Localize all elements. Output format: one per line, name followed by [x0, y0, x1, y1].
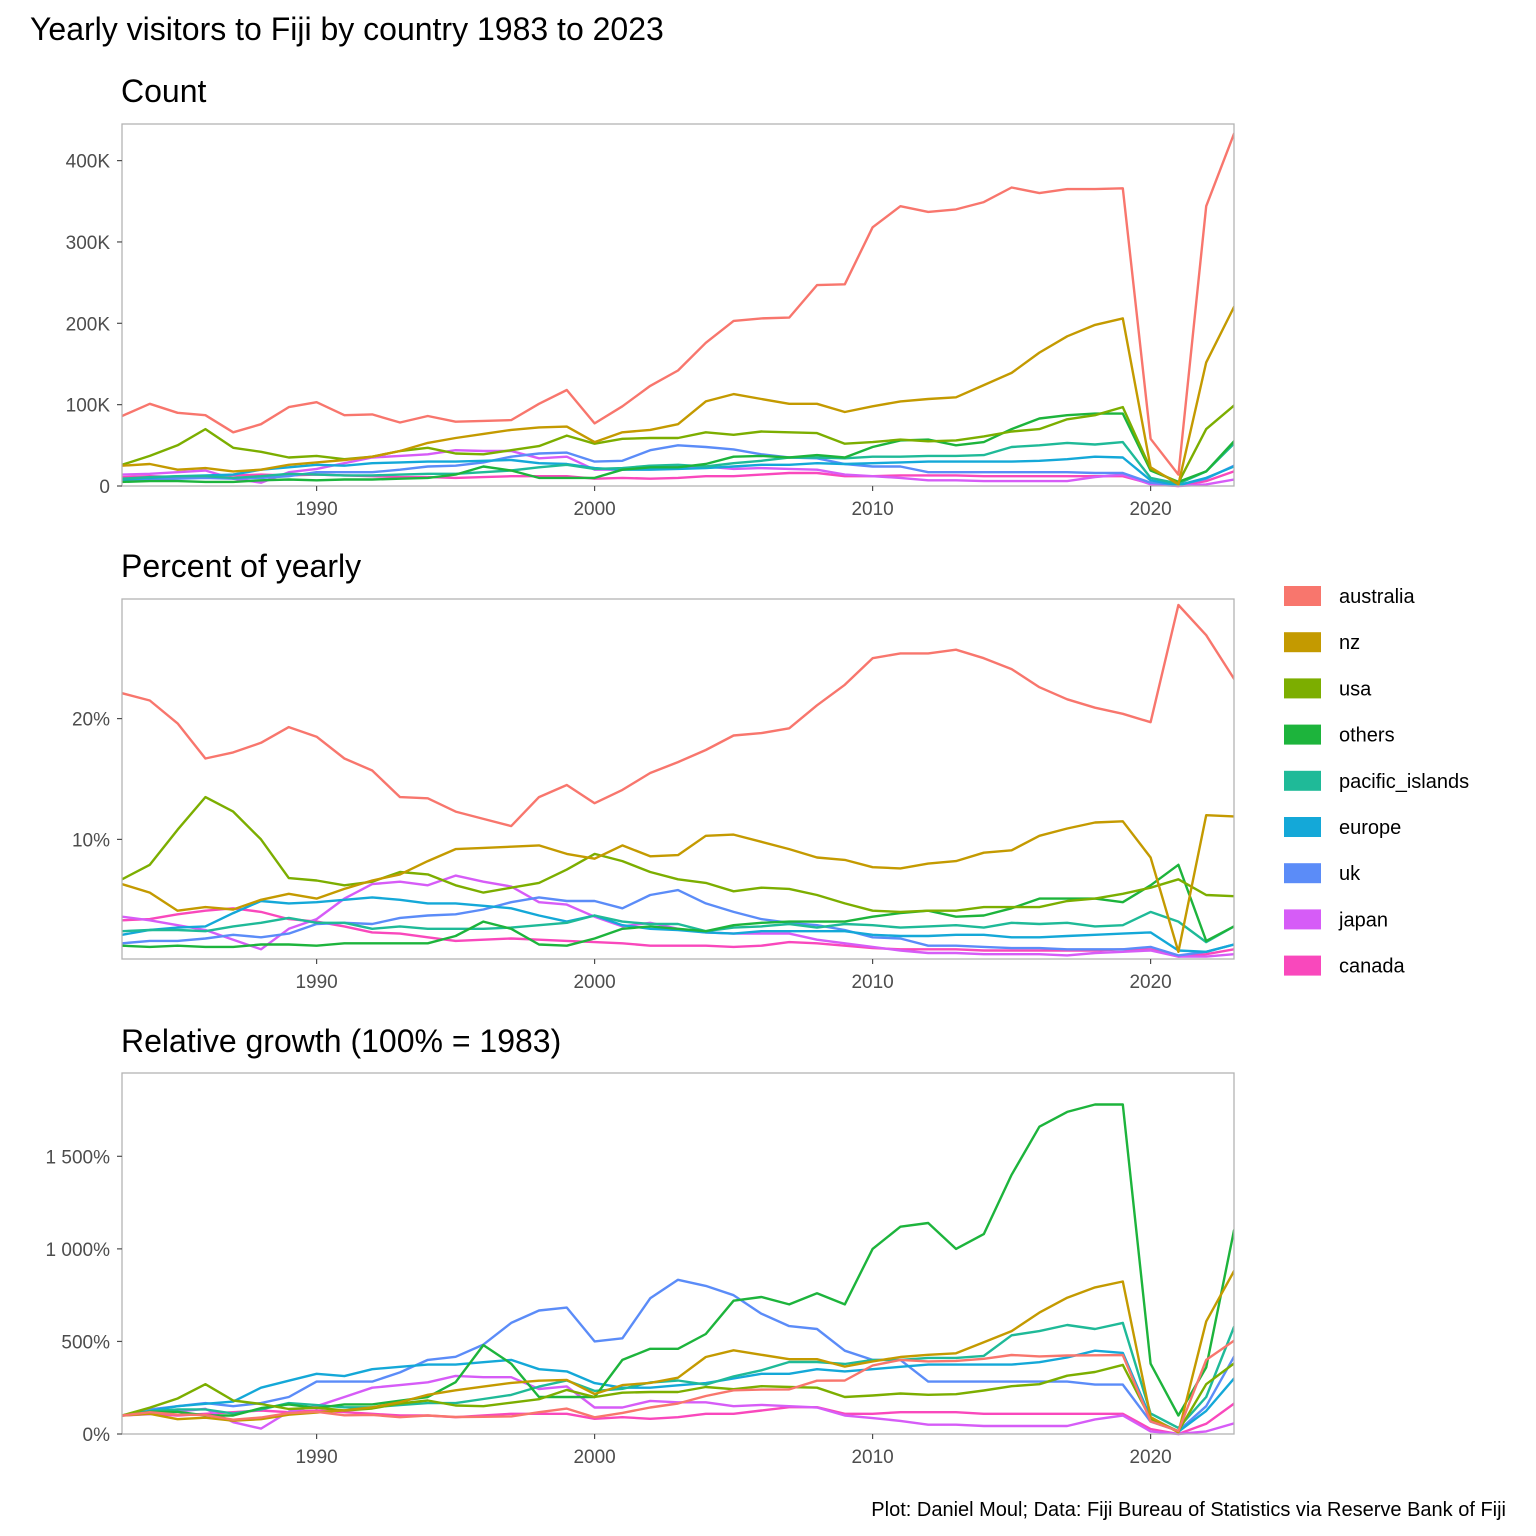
x-tick-label: 2010 [851, 972, 893, 993]
series-lines [122, 132, 1234, 488]
legend-label: pacific_islands [1339, 771, 1469, 793]
legend-swatch [1284, 955, 1321, 976]
x-tick-label: 2000 [573, 499, 615, 520]
y-tick-label: 1 500% [46, 1147, 111, 1168]
x-tick-label: 1990 [295, 972, 337, 993]
series-line-pacific-islands [122, 910, 1234, 944]
x-tick-label: 2010 [851, 1447, 893, 1468]
series-line-europe [122, 455, 1234, 487]
legend-item-canada: canada [1284, 955, 1405, 978]
panel-title-relative-growth: Relative growth (100% = 1983) [121, 1023, 561, 1059]
x-tick-label: 2020 [1129, 972, 1171, 993]
legend-item-nz: nz [1284, 632, 1360, 654]
series-line-australia [122, 132, 1234, 476]
y-tick-label: 300K [66, 233, 111, 254]
legend-swatch [1284, 770, 1321, 791]
panel-border [121, 1072, 1235, 1435]
panel-relative-growth: Relative growth (100% = 1983) 0% 500% 1 00… [46, 1023, 1235, 1468]
series-line-nz [122, 305, 1234, 486]
y-tick-label: 400K [66, 152, 111, 173]
panel-percent-of-yearly: Percent of yearly 10% 20% 1990 2000 2010 2020 [72, 548, 1235, 993]
panel-border [121, 123, 1235, 487]
legend-item-japan: japan [1284, 909, 1388, 931]
caption: Plot: Daniel Moul; Data: Fiji Bureau of … [871, 1499, 1506, 1521]
legend-label: canada [1339, 956, 1405, 978]
legend-swatch [1284, 909, 1321, 930]
x-tick-label: 2020 [1129, 499, 1171, 520]
legend-item-europe: europe [1284, 817, 1401, 839]
series-lines [122, 603, 1234, 958]
panel-count: Count 0 100K 200K 300K 400K 1990 2000 2010 2020 [66, 73, 1235, 520]
x-tick-label: 1990 [295, 499, 337, 520]
panel-title-percent: Percent of yearly [121, 548, 361, 584]
legend-swatch [1284, 817, 1321, 837]
series-line-australia [122, 603, 1234, 828]
x-tick-label: 1990 [295, 1447, 337, 1468]
legend-item-australia: australia [1284, 586, 1415, 608]
legend-item-pacific-islands: pacific_islands [1284, 770, 1469, 793]
y-tick-label: 500% [61, 1332, 110, 1353]
panel-border [121, 598, 1235, 960]
figure-title: Yearly visitors to Fiji by country 1983 … [30, 11, 664, 47]
series-line-usa [122, 795, 1234, 914]
legend-swatch [1284, 863, 1321, 884]
series-line-europe [122, 1349, 1234, 1433]
legend-label: others [1339, 725, 1395, 747]
legend-swatch [1284, 678, 1321, 699]
series-line-uk [122, 888, 1234, 957]
x-tick-label: 2000 [573, 972, 615, 993]
legend-label: uk [1339, 863, 1361, 885]
legend-swatch [1284, 724, 1321, 745]
series-line-usa [122, 1362, 1234, 1433]
y-tick-label: 0% [83, 1425, 111, 1446]
series-line-usa [122, 404, 1234, 484]
legend-label: australia [1339, 586, 1415, 608]
y-tick-label: 200K [66, 314, 111, 335]
series-line-australia [122, 1339, 1234, 1433]
legend-item-uk: uk [1284, 863, 1361, 885]
legend-label: japan [1338, 909, 1388, 931]
series-line-pacific-islands [122, 1321, 1234, 1430]
series-line-others [122, 1103, 1234, 1417]
series-line-others [122, 412, 1234, 484]
y-tick-label: 10% [72, 830, 110, 851]
legend-swatch [1284, 586, 1321, 606]
legend-item-others: others [1284, 724, 1395, 747]
series-line-others [122, 863, 1234, 949]
x-tick-label: 2010 [851, 499, 893, 520]
panel-title-count: Count [121, 73, 207, 109]
y-tick-label: 20% [72, 710, 110, 731]
legend-label: nz [1339, 632, 1360, 654]
legend-label: europe [1339, 817, 1401, 839]
series-line-pacific-islands [122, 440, 1234, 485]
series-lines [122, 1103, 1234, 1436]
x-tick-label: 2000 [573, 1447, 615, 1468]
legend-item-usa: usa [1284, 678, 1372, 700]
x-tick-label: 2020 [1129, 1447, 1171, 1468]
y-tick-label: 100K [66, 396, 111, 417]
legend-swatch [1284, 632, 1321, 653]
y-tick-label: 0 [99, 477, 110, 498]
y-tick-label: 1 000% [46, 1240, 111, 1261]
legend-label: usa [1339, 678, 1372, 700]
series-line-nz [122, 814, 1234, 953]
legend: australia nz usa others pacific_islandseurop… [1284, 586, 1469, 978]
